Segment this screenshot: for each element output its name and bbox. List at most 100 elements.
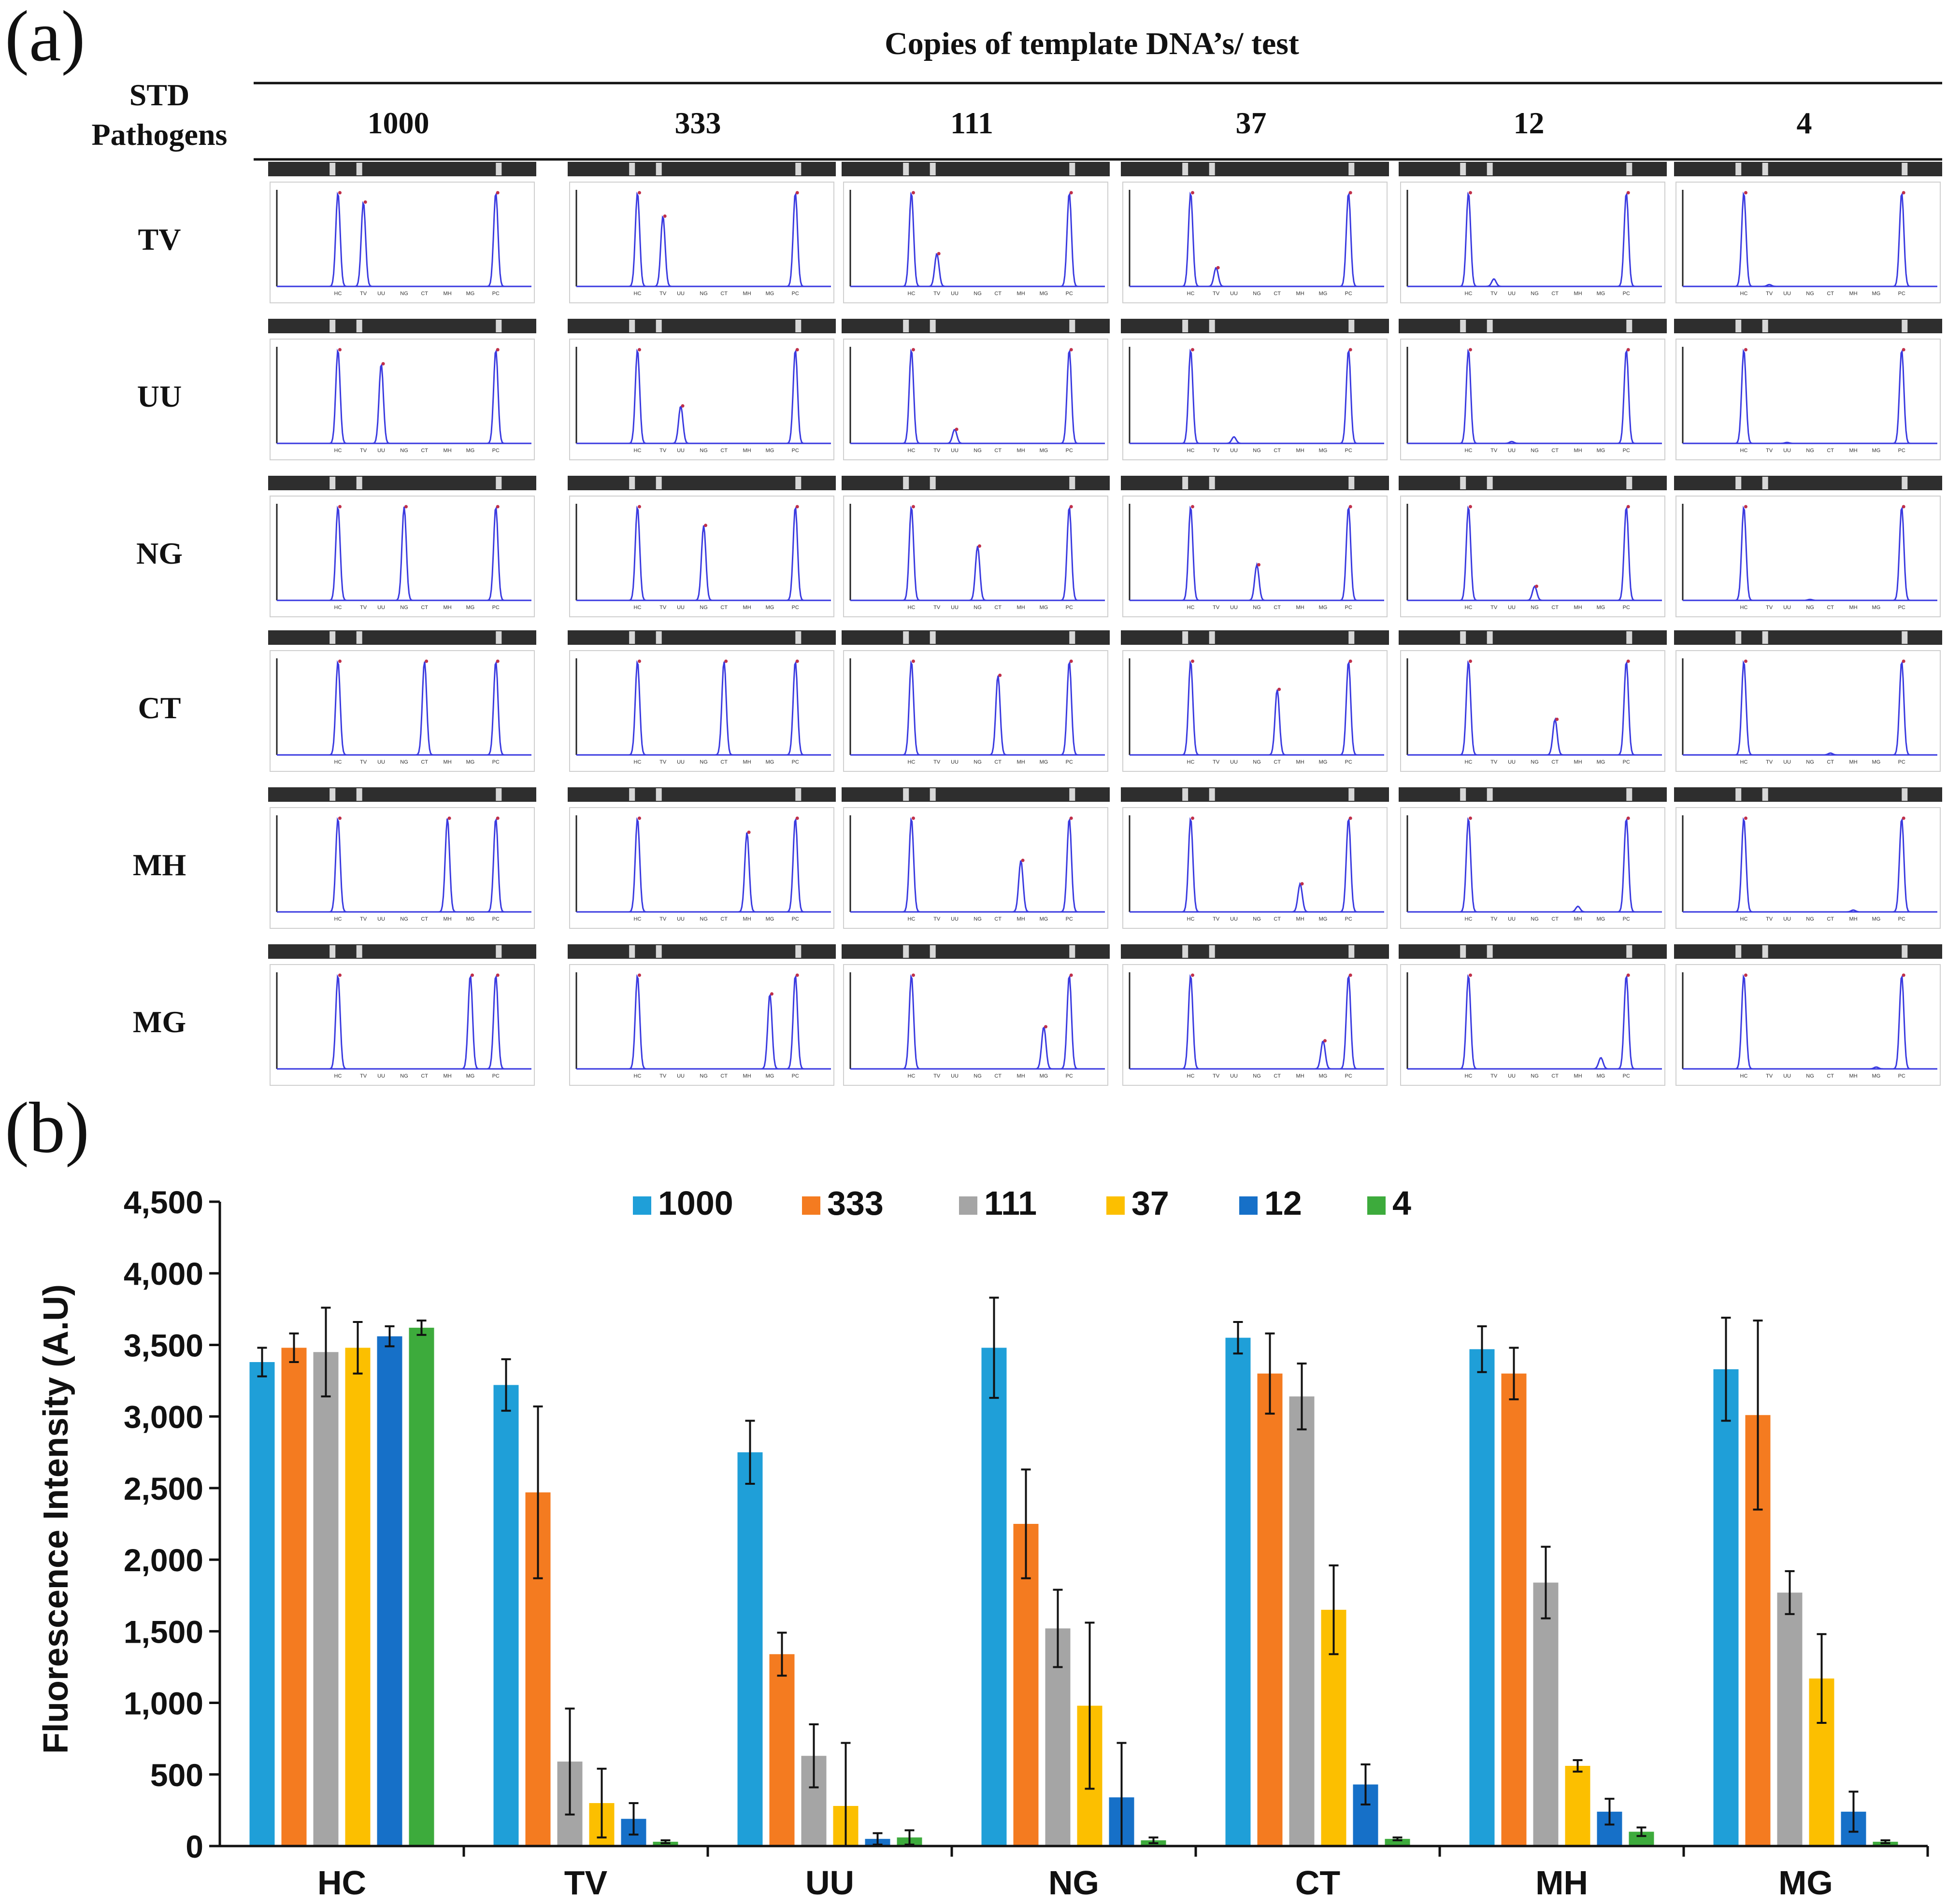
- peak-marker: [1348, 816, 1352, 820]
- panel-a: (a) Copies of template DNA’s/ test STD P…: [5, 0, 1942, 1086]
- gel-band: [1182, 477, 1188, 489]
- trace-label-MG: MG: [1319, 291, 1328, 297]
- legend-swatch-37: [1106, 1196, 1125, 1215]
- electropherogram-UU-1000: HC TV UU NG CT MH MG PC: [268, 319, 536, 460]
- row-header-std: STD: [129, 78, 190, 112]
- gel-band: [903, 163, 909, 175]
- gel-band: [1487, 320, 1493, 332]
- trace-label-MG: MG: [1872, 1073, 1881, 1079]
- gel-band: [1182, 631, 1188, 644]
- trace-label-TV: TV: [360, 1073, 367, 1079]
- trace-label-HC: HC: [908, 759, 916, 765]
- electropherogram-MH-1000: HC TV UU NG CT MH MG PC: [268, 787, 536, 929]
- gel-band: [1069, 788, 1075, 801]
- legend-label-333: 333: [827, 1184, 884, 1222]
- gel-band: [903, 477, 909, 489]
- gel-band: [1735, 320, 1742, 332]
- trace-label-MG: MG: [766, 448, 774, 454]
- trace-label-PC: PC: [492, 1073, 500, 1079]
- peak-marker: [1902, 816, 1905, 820]
- trace-label-UU: UU: [951, 605, 959, 611]
- peak-marker: [937, 252, 941, 256]
- trace-label-NG: NG: [974, 759, 982, 765]
- gel-band: [1902, 163, 1908, 175]
- trace-label-CT: CT: [1551, 291, 1559, 297]
- trace-label-TV: TV: [933, 1073, 941, 1079]
- gel-band: [930, 631, 936, 644]
- gel-band: [1460, 631, 1466, 644]
- gel-band: [1209, 163, 1215, 175]
- trace-label-MG: MG: [466, 605, 475, 611]
- bar-MG-1000: [1713, 1369, 1739, 1846]
- trace-label-PC: PC: [1345, 1073, 1352, 1079]
- trace-label-TV: TV: [1213, 759, 1220, 765]
- gel-band: [1487, 477, 1493, 489]
- gel-strip: [268, 476, 536, 490]
- gel-band: [629, 163, 635, 175]
- trace-label-CT: CT: [994, 605, 1002, 611]
- peak-marker: [1021, 858, 1025, 862]
- gel-strip: [268, 319, 536, 333]
- peak-marker: [1348, 505, 1352, 509]
- trace-label-PC: PC: [1623, 759, 1630, 765]
- trace-label-UU: UU: [1783, 605, 1791, 611]
- trace-label-UU: UU: [377, 448, 385, 454]
- trace-label-UU: UU: [677, 605, 685, 611]
- gel-band: [1626, 320, 1632, 332]
- trace-label-CT: CT: [421, 291, 428, 297]
- peak-marker: [1323, 1039, 1327, 1043]
- gel-band: [356, 631, 362, 644]
- trace-label-CT: CT: [1274, 1073, 1281, 1079]
- peak-marker: [1190, 659, 1194, 663]
- trace-label-MG: MG: [1040, 759, 1048, 765]
- electropherogram-NG-1000: HC TV UU NG CT MH MG PC: [268, 476, 536, 617]
- gel-band: [903, 788, 909, 801]
- electropherogram-NG-111: HC TV UU NG CT MH MG PC: [842, 476, 1110, 617]
- trace-label-MG: MG: [1597, 291, 1605, 297]
- trace-label-HC: HC: [908, 605, 916, 611]
- trace-label-NG: NG: [700, 759, 708, 765]
- trace-label-PC: PC: [1345, 605, 1352, 611]
- peak-marker: [1348, 348, 1352, 352]
- trace-label-MG: MG: [1872, 605, 1881, 611]
- trace-label-UU: UU: [677, 448, 685, 454]
- trace-label-UU: UU: [1508, 916, 1516, 922]
- gel-band: [1209, 631, 1215, 644]
- gel-strip: [1674, 944, 1942, 959]
- trace-label-HC: HC: [1740, 448, 1748, 454]
- gel-band: [1735, 631, 1742, 644]
- gel-band: [1487, 945, 1493, 958]
- gel-strip: [268, 944, 536, 959]
- gel-band: [329, 945, 336, 958]
- trace-label-UU: UU: [1508, 291, 1516, 297]
- peak-marker: [1626, 348, 1630, 352]
- peak-marker: [1744, 505, 1747, 509]
- y-tick-label: 1,000: [124, 1686, 203, 1721]
- peak-marker: [637, 659, 641, 663]
- gel-band: [903, 320, 909, 332]
- peak-marker: [1190, 191, 1194, 195]
- column-header-4: 4: [1797, 106, 1812, 140]
- trace-label-PC: PC: [1066, 1073, 1073, 1079]
- gel-band: [496, 631, 502, 644]
- peak-marker: [1555, 717, 1559, 721]
- gel-band: [629, 788, 635, 801]
- peak-marker: [338, 505, 342, 509]
- trace-label-HC: HC: [1740, 916, 1748, 922]
- x-axis: HC TV UU NG CT MH MG: [220, 1845, 1929, 1902]
- column-headers: 1000 333 111 37 12 4: [368, 106, 1812, 140]
- trace-label-TV: TV: [1766, 605, 1773, 611]
- peak-marker: [1277, 687, 1281, 691]
- electropherogram-CT-12: HC TV UU NG CT MH MG PC: [1399, 630, 1667, 772]
- y-tick-label: 4,500: [124, 1184, 203, 1220]
- trace-label-CT: CT: [1827, 448, 1834, 454]
- peak-marker: [1902, 505, 1905, 509]
- trace-label-NG: NG: [974, 605, 982, 611]
- column-header-111: 111: [950, 106, 993, 140]
- trace-label-HC: HC: [908, 448, 916, 454]
- row-header-pathogens: Pathogens: [92, 117, 228, 152]
- row-labels: TV UU NG CT MH MG: [133, 222, 186, 1039]
- gel-band: [903, 945, 909, 958]
- x-tick-label-CT: CT: [1295, 1864, 1340, 1902]
- peak-marker: [1626, 191, 1630, 195]
